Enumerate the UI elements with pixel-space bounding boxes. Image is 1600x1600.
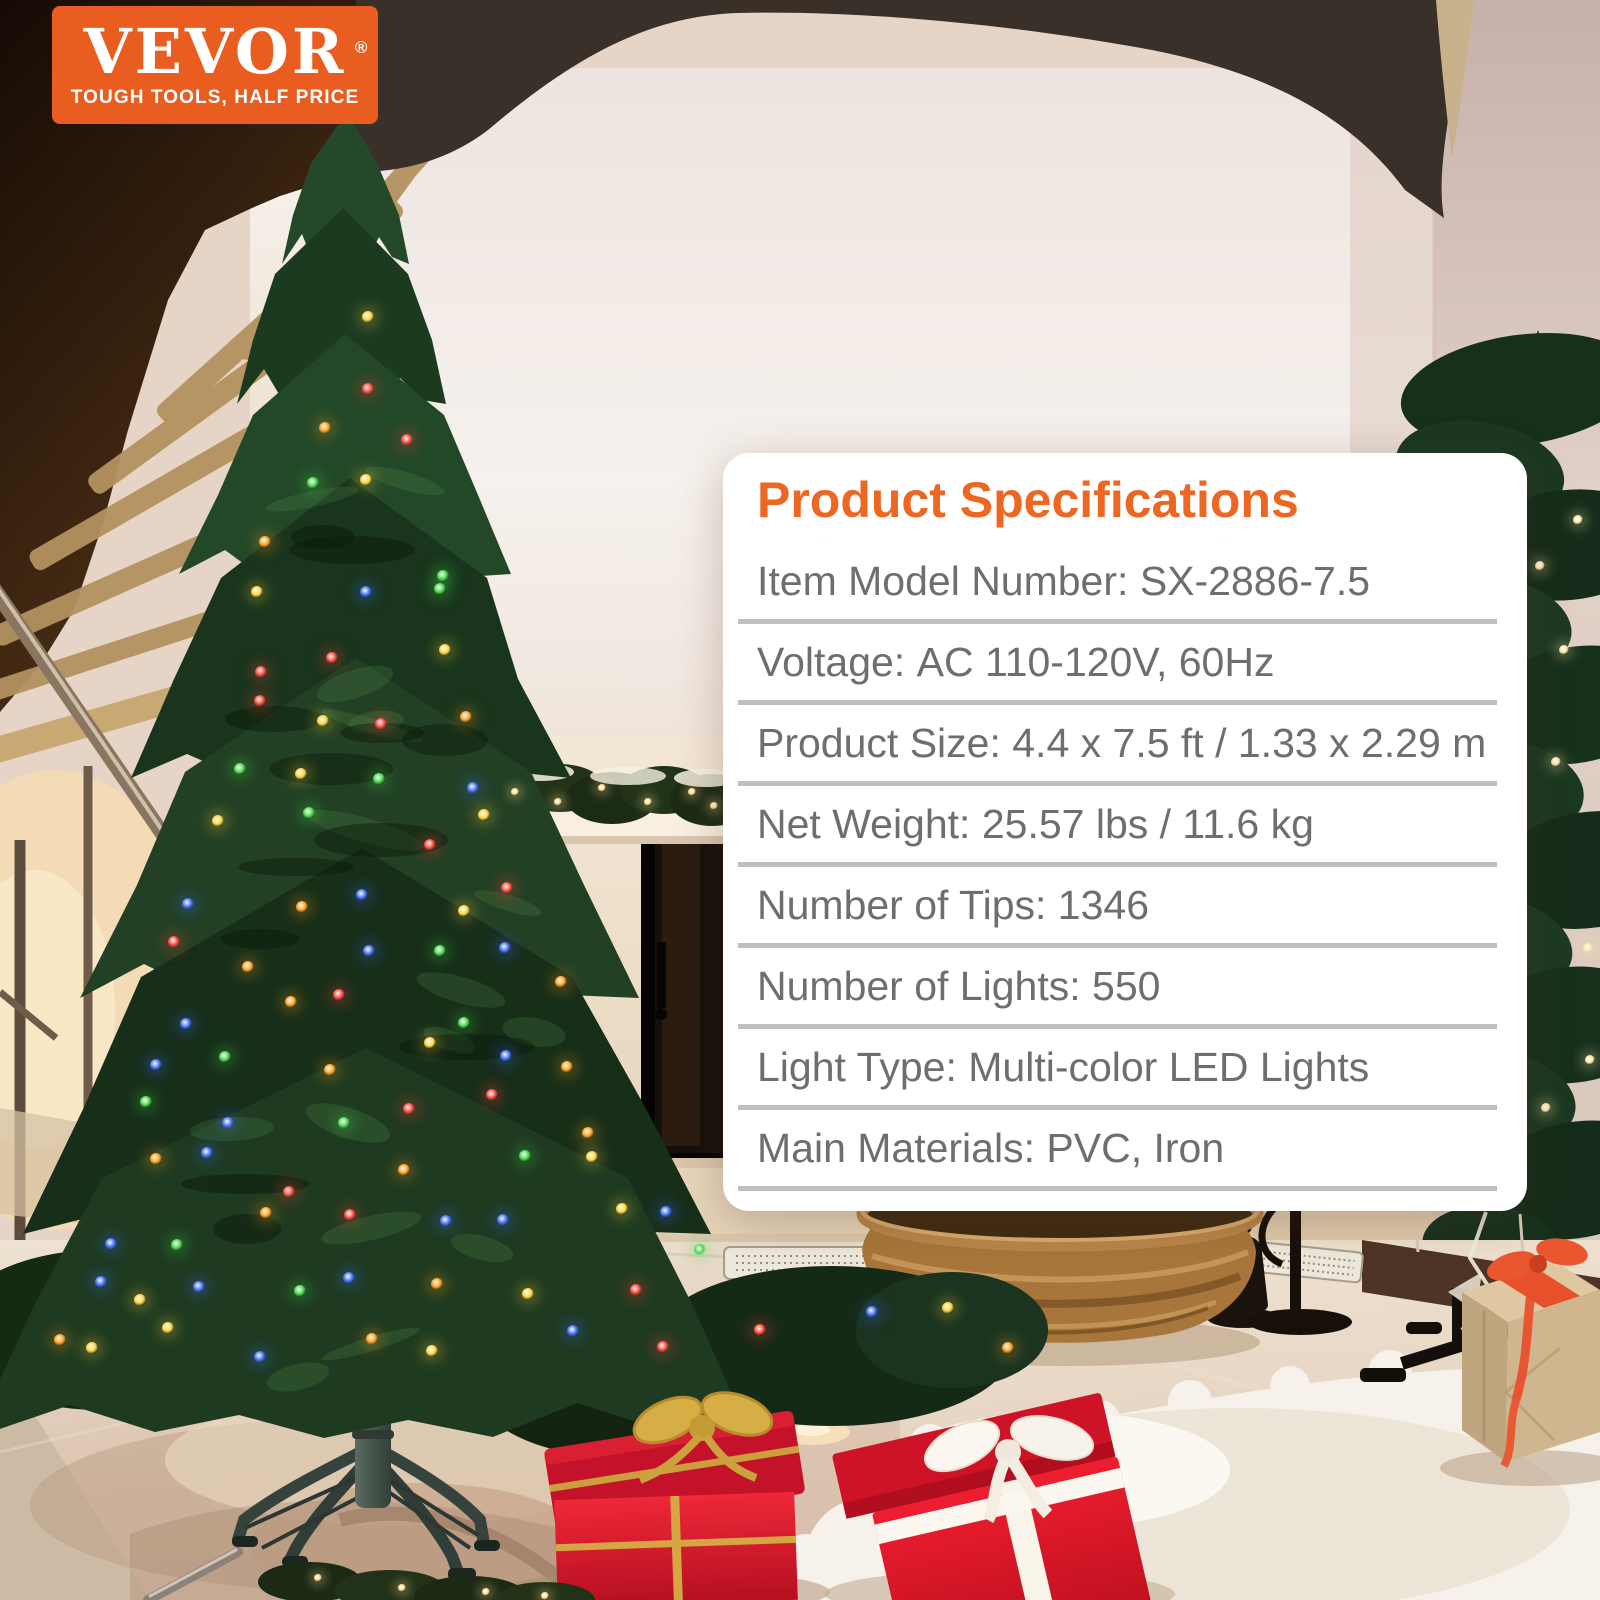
spec-rows: Item Model Number: SX-2886-7.5 Voltage: … <box>738 543 1497 1191</box>
spec-value: AC 110-120V, 60Hz <box>916 638 1275 685</box>
brand-tagline: TOUGH TOOLS, HALF PRICE <box>70 86 360 108</box>
spec-panel-title: Product Specifications <box>757 472 1299 528</box>
spec-panel: Product Specifications Item Model Number… <box>723 453 1527 1211</box>
spec-label: Item Model Number: <box>757 557 1129 604</box>
spec-separator <box>1081 963 1092 1010</box>
spec-label: Main Materials: <box>757 1124 1035 1171</box>
spec-label: Number of Lights: <box>757 962 1081 1009</box>
kraft-gift-red-ribbon <box>1440 1238 1600 1486</box>
vevor-logo: VEVOR ® TOUGH TOOLS, HALF PRICE <box>52 6 378 124</box>
spec-value: PVC, Iron <box>1046 1124 1225 1171</box>
spec-row-number-of-tips: Number of Tips: 1346 <box>738 867 1497 948</box>
spec-label: Voltage: <box>757 638 906 685</box>
spec-label: Number of Tips: <box>757 881 1047 928</box>
spec-row-light-type: Light Type: Multi-color LED Lights <box>738 1029 1497 1110</box>
spec-row-number-of-lights: Number of Lights: 550 <box>738 948 1497 1029</box>
curved-ceiling-band <box>356 0 1468 218</box>
spec-label: Net Weight: <box>757 800 971 847</box>
spec-separator <box>957 1044 968 1091</box>
brand-wordmark: VEVOR ® <box>84 20 368 82</box>
spec-label: Product Size: <box>757 719 1001 766</box>
gift-red-white-ribbon <box>825 1393 1175 1600</box>
rail-scrap <box>143 1547 243 1600</box>
spec-row-item-model: Item Model Number: SX-2886-7.5 <box>738 543 1497 624</box>
brand-name: VEVOR <box>83 14 347 88</box>
spec-separator <box>905 639 916 686</box>
spec-value: SX-2886-7.5 <box>1139 557 1371 604</box>
spec-value: 4.4 x 7.5 ft / 1.33 x 2.29 m <box>1012 719 1487 766</box>
spec-row-product-size: Product Size: 4.4 x 7.5 ft / 1.33 x 2.29… <box>738 705 1497 786</box>
spec-value: 25.57 lbs / 11.6 kg <box>981 800 1314 847</box>
spec-label: Light Type: <box>757 1043 957 1090</box>
spec-row-main-materials: Main Materials: PVC, Iron <box>738 1110 1497 1191</box>
spec-separator <box>1035 1125 1046 1172</box>
spec-separator <box>1128 558 1139 605</box>
spec-separator <box>1046 882 1057 929</box>
spec-value: 550 <box>1092 962 1161 1009</box>
registered-mark-icon: ® <box>354 37 371 57</box>
spec-row-voltage: Voltage: AC 110-120V, 60Hz <box>738 624 1497 705</box>
spec-row-net-weight: Net Weight: 25.57 lbs / 11.6 kg <box>738 786 1497 867</box>
spec-value: Multi-color LED Lights <box>968 1043 1370 1090</box>
spec-value: 1346 <box>1057 881 1150 928</box>
spec-separator <box>1001 720 1012 767</box>
spec-separator <box>970 801 981 848</box>
floor-garland <box>258 1562 595 1600</box>
